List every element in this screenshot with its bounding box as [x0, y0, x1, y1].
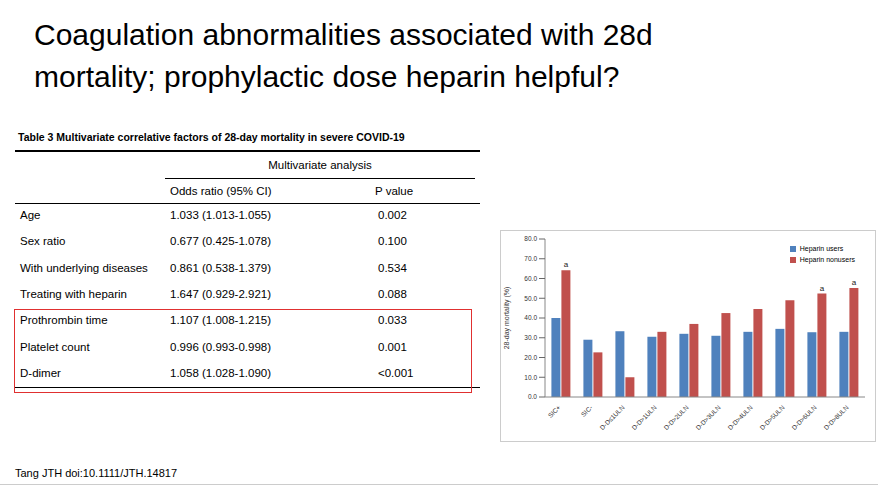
- svg-text:a: a: [564, 260, 569, 269]
- html-text:0.088: 0.088: [378, 287, 407, 300]
- svg-text:0.0: 0.0: [528, 393, 537, 400]
- html-text:0.001: 0.001: [378, 340, 407, 353]
- html-text:Platelet count: Platelet count: [20, 340, 90, 353]
- svg-text:28-day mortality (%): 28-day mortality (%): [503, 287, 511, 350]
- svg-text:a: a: [852, 278, 857, 287]
- svg-text:a: a: [820, 284, 825, 293]
- html-text:0.002: 0.002: [378, 209, 407, 221]
- html-text:0.534: 0.534: [378, 261, 407, 274]
- svg-text:SIC+: SIC+: [546, 404, 561, 419]
- svg-text:70.0: 70.0: [524, 255, 537, 262]
- html-text:0.996 (0.993-0.998): 0.996 (0.993-0.998): [170, 340, 271, 353]
- svg-text:D-D>4ULN: D-D>4ULN: [726, 404, 754, 432]
- svg-text:40.0: 40.0: [524, 314, 537, 321]
- html-text:Prothrombin time: Prothrombin time: [20, 314, 108, 327]
- html-text:0.677 (0.425-1.078): 0.677 (0.425-1.078): [170, 235, 271, 248]
- svg-text:D-D>6ULN: D-D>6ULN: [790, 404, 818, 432]
- svg-text:D-D>2ULN: D-D>2ULN: [662, 404, 690, 432]
- html-text:P value: P value: [375, 185, 414, 197]
- svg-text:D-D>5ULN: D-D>5ULN: [758, 404, 786, 432]
- html-text:Treating with heparin: Treating with heparin: [20, 287, 127, 300]
- svg-text:D-D≤1ULN: D-D≤1ULN: [598, 404, 626, 432]
- html-text:With underlying diseases: With underlying diseases: [20, 261, 148, 274]
- svg-text:60.0: 60.0: [524, 275, 537, 282]
- html-text:D-dimer: D-dimer: [20, 366, 61, 379]
- svg-text:D-D>3ULN: D-D>3ULN: [694, 404, 722, 432]
- svg-text:SIC-: SIC-: [580, 404, 594, 418]
- html-text:1.033 (1.013-1.055): 1.033 (1.013-1.055): [170, 209, 271, 221]
- html-text:1.647 (0.929-2.921): 1.647 (0.929-2.921): [170, 287, 271, 300]
- svg-text:D-D>1ULN: D-D>1ULN: [630, 404, 658, 432]
- html-text:Age: Age: [20, 209, 41, 221]
- html-text:mortality; prophylactic dose h: mortality; prophylactic dose heparin hel…: [34, 60, 620, 93]
- html-text:Heparin nonusers: Heparin nonusers: [799, 256, 855, 263]
- svg-text:20.0: 20.0: [524, 354, 537, 361]
- html-text:<0.001: <0.001: [378, 366, 414, 379]
- svg-text:80.0: 80.0: [524, 235, 537, 242]
- html-text:1.107 (1.008-1.215): 1.107 (1.008-1.215): [170, 314, 271, 327]
- svg-text:30.0: 30.0: [524, 334, 537, 341]
- html-text:Sex ratio: Sex ratio: [20, 235, 66, 248]
- html-text:Odds ratio (95% CI): Odds ratio (95% CI): [170, 185, 272, 197]
- html-text:0.861 (0.538-1.379): 0.861 (0.538-1.379): [170, 261, 271, 274]
- html-text:0.033: 0.033: [378, 314, 407, 327]
- svg-text:10.0: 10.0: [524, 374, 537, 381]
- html-text:Table 3 Multivariate correlati: Table 3 Multivariate correlative factors…: [18, 131, 405, 143]
- html-text:Tang JTH doi:10.1111/JTH.14817: Tang JTH doi:10.1111/JTH.14817: [15, 467, 177, 479]
- html-text:Multivariate analysis: Multivariate analysis: [268, 159, 372, 171]
- html-text:1.058 (1.028-1.090): 1.058 (1.028-1.090): [170, 366, 271, 379]
- html-text:Heparin users: Heparin users: [799, 245, 844, 252]
- svg-text:D-D>8ULN: D-D>8ULN: [822, 404, 850, 432]
- svg-text:50.0: 50.0: [524, 295, 537, 302]
- html-text:0.100: 0.100: [378, 235, 407, 248]
- html-text:Coagulation abnormalities asso: Coagulation abnormalities associated wit…: [34, 18, 653, 51]
